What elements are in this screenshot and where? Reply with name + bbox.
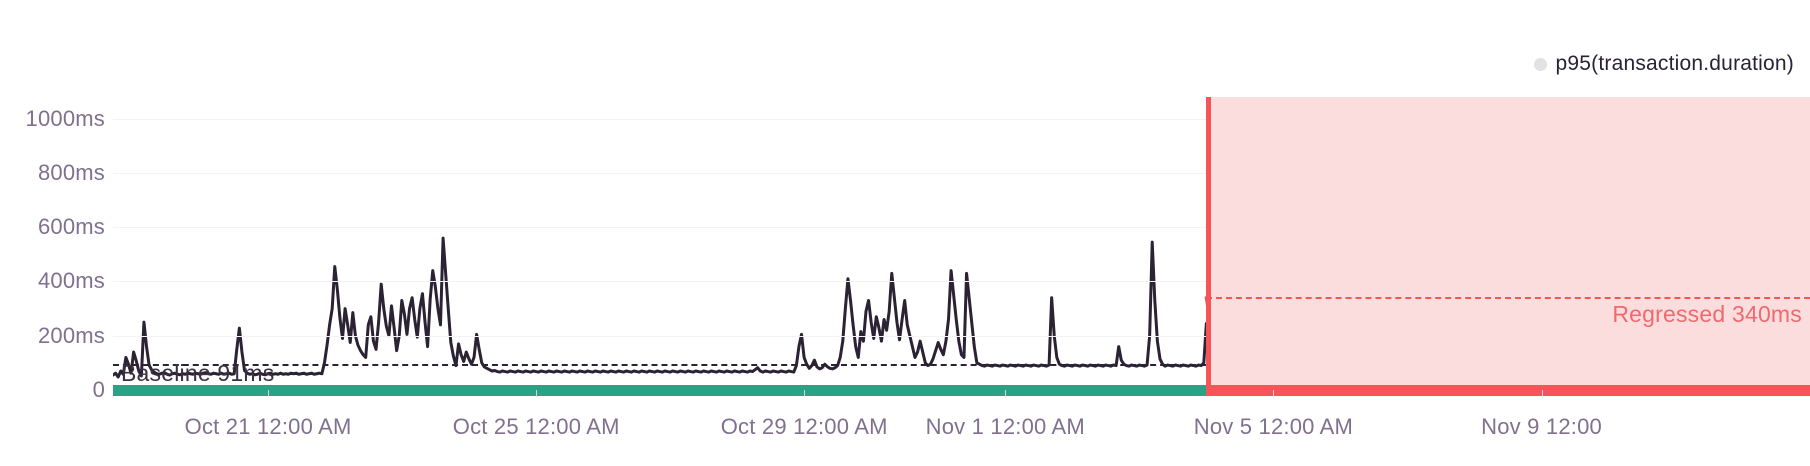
legend-series-label: p95(transaction.duration) (1555, 52, 1794, 75)
y-tick-label: 600ms (37, 214, 105, 240)
y-tick-label: 200ms (37, 322, 105, 348)
baseline-threshold-line (113, 364, 1207, 367)
y-tick-label: 400ms (37, 268, 105, 294)
y-tick-label: 1000ms (25, 105, 105, 131)
series-dot-icon (1533, 57, 1547, 71)
gridline (113, 335, 1810, 337)
gridline (113, 118, 1810, 120)
x-tick-mark (804, 390, 806, 397)
x-tick-mark (268, 390, 270, 397)
x-tick-mark (1273, 390, 1275, 397)
y-axis: 0 200ms 400ms 600ms 800ms 1000ms (0, 97, 105, 402)
baseline-period-bar (113, 385, 1207, 396)
baseline-label: Baseline 91ms (121, 360, 275, 386)
plot-area: Baseline 91ms Regressed 340ms (113, 97, 1810, 390)
x-tick-label: Oct 29 12:00 AM (720, 414, 888, 439)
regression-band (1206, 97, 1810, 390)
x-tick-mark (1005, 390, 1007, 397)
x-tick-label: Nov 5 12:00 AM (1193, 414, 1354, 439)
x-tick-label: Oct 21 12:00 AM (184, 414, 352, 439)
y-tick-label: 0 (92, 377, 105, 402)
series-line-baseline (113, 236, 1208, 379)
x-tick-label: Oct 25 12:00 AM (452, 414, 620, 439)
x-axis: Oct 21 12:00 AM Oct 25 12:00 AM Oct 29 12:… (0, 400, 1810, 440)
x-tick-label: Nov 9 12:00 (1481, 414, 1602, 439)
regressed-label: Regressed 340ms (1612, 300, 1802, 327)
x-tick-mark (1541, 390, 1543, 397)
gridline (113, 227, 1810, 229)
chart-legend[interactable]: p95(transaction.duration) (1533, 52, 1794, 76)
gridline (113, 281, 1810, 283)
regressed-threshold-line (1206, 296, 1810, 299)
y-tick-label: 800ms (37, 159, 105, 185)
x-tick-label: Nov 1 12:00 AM (925, 414, 1085, 439)
gridline (113, 172, 1810, 174)
regressed-period-bar (1206, 385, 1810, 396)
regression-boundary-line (1206, 97, 1212, 390)
x-tick-mark (536, 390, 538, 397)
